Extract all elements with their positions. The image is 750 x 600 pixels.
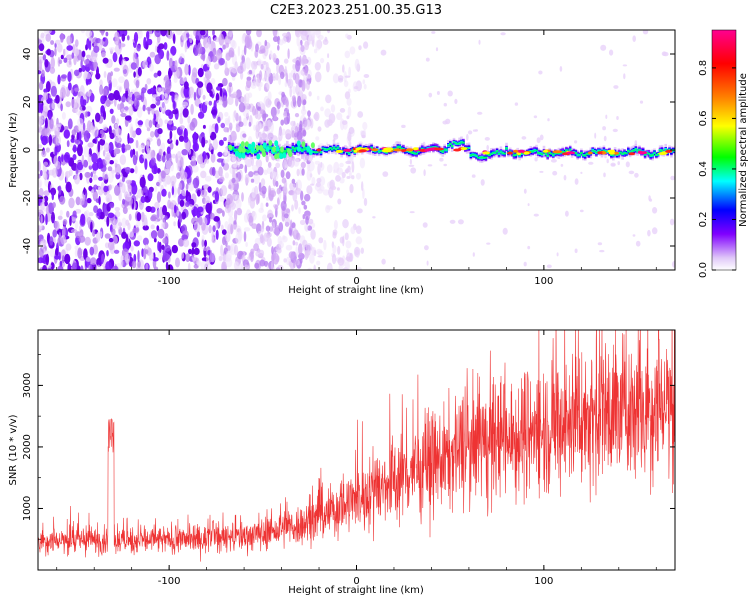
- spectrogram-x-tick-label: 100: [534, 276, 553, 287]
- snr-panel: -100 0 100 1000 2000 3000 Height of straight …: [8, 329, 676, 596]
- figure-title: C2E3.2023.251.00.35.G13: [270, 3, 442, 18]
- spectrogram-y-label: Frequency (Hz): [8, 112, 19, 188]
- colorbar-tick-label: 0.0: [698, 262, 709, 278]
- colorbar-label: Normalized spectral amplitude: [738, 73, 749, 227]
- snr-y-tick-label: 3000: [22, 373, 33, 398]
- snr-y-tick-label: 2000: [22, 434, 33, 459]
- spectrogram-y-tick-label: 0: [22, 147, 33, 153]
- spectrogram-y-tick-label: -20: [22, 190, 33, 206]
- snr-y-tick-label: 1000: [22, 496, 33, 521]
- colorbar-tick-label: 0.2: [698, 212, 709, 228]
- snr-series-line: [38, 330, 675, 562]
- spectrogram-x-tick-label: 0: [353, 276, 359, 287]
- snr-y-label: SNR (10 * v/v): [8, 414, 19, 485]
- spectrogram-y-tick-label: 20: [22, 96, 33, 109]
- snr-ticks: -100 0 100 1000 2000 3000: [22, 330, 675, 587]
- snr-x-tick-label: 0: [353, 576, 359, 587]
- spectrogram-heatmap: [38, 30, 675, 270]
- colorbar-tick-label: 0.4: [698, 161, 709, 177]
- spectrogram-y-tick-label: -40: [22, 238, 33, 254]
- spectrogram-x-label: Height of straight line (km): [288, 285, 424, 296]
- spectrogram-ticks: -100 0 100 -40 -20 0 20 40: [22, 30, 675, 287]
- snr-x-label: Height of straight line (km): [288, 585, 424, 596]
- spectrogram-panel: -100 0 100 -40 -20 0 20 40 Height of straight l…: [8, 29, 676, 296]
- colorbar-gradient: [711, 29, 737, 271]
- snr-x-tick-label: -100: [158, 576, 181, 587]
- snr-x-tick-label: 100: [534, 576, 553, 587]
- colorbar: 0.0 0.2 0.4 0.6 0.8 Normalized spectral ampl…: [698, 29, 749, 278]
- spectrogram-y-tick-label: 40: [22, 48, 33, 61]
- colorbar-tick-label: 0.8: [698, 60, 709, 76]
- colorbar-tick-label: 0.6: [698, 110, 709, 126]
- colorbar-ticks: 0.0 0.2 0.4 0.6 0.8: [698, 60, 736, 278]
- spectrogram-x-tick-label: -100: [158, 276, 181, 287]
